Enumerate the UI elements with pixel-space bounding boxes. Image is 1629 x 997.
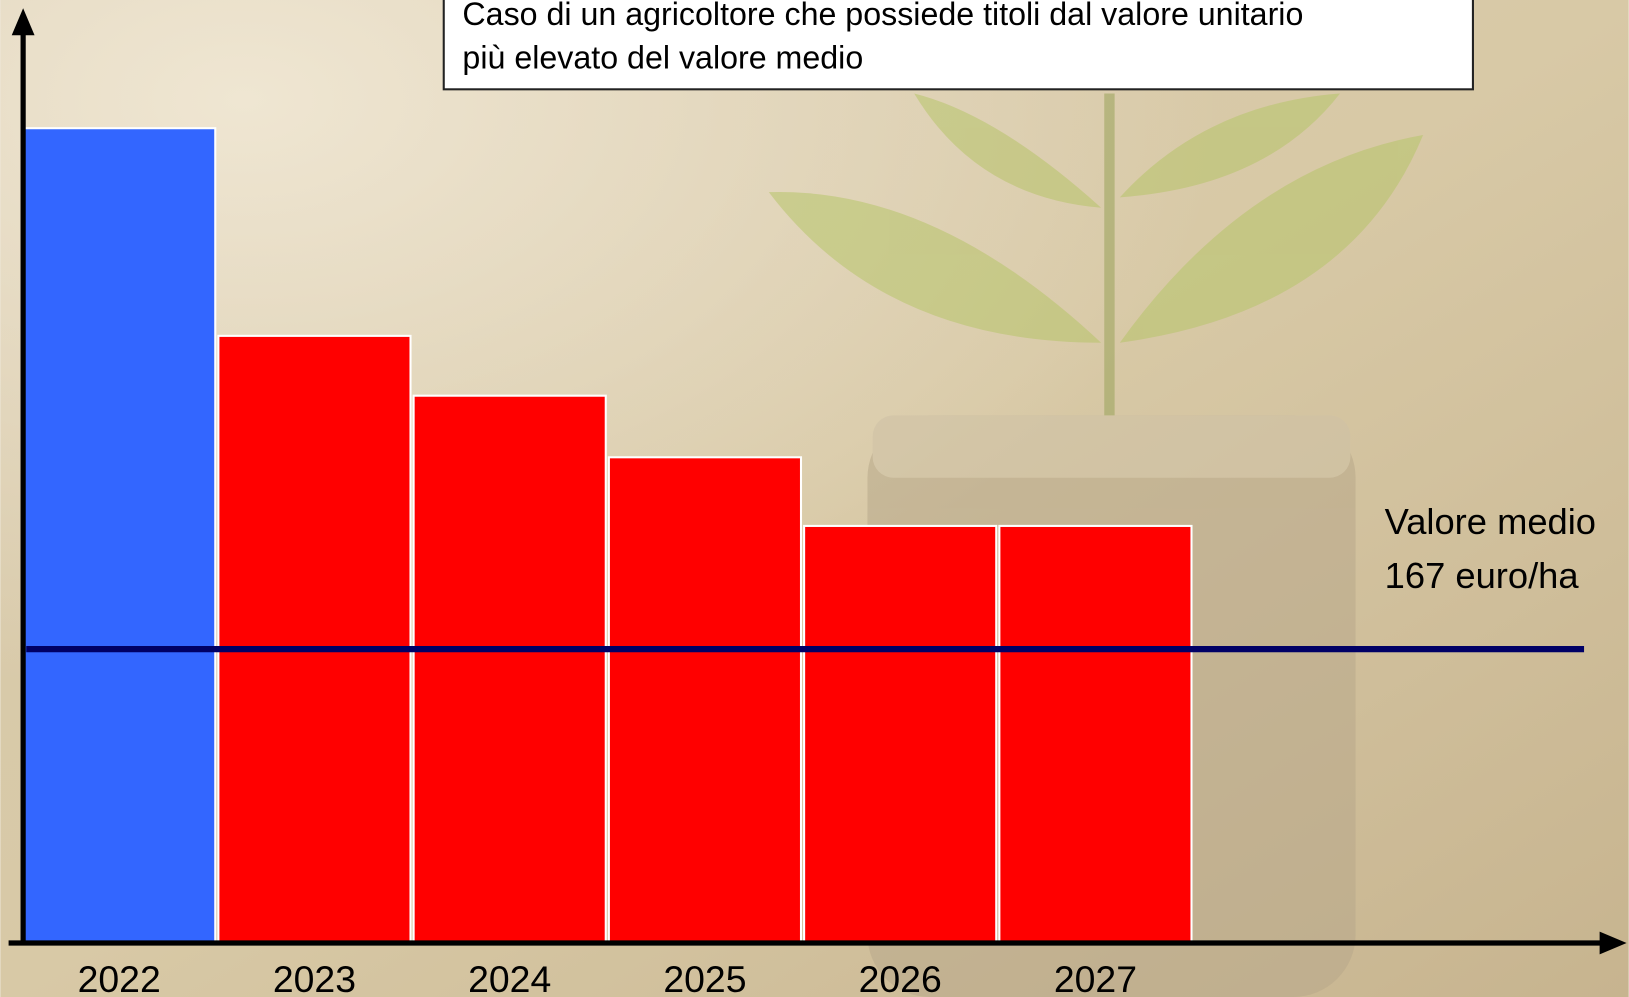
x-axis-arrow bbox=[1599, 931, 1627, 955]
x-tick-label: 2025 bbox=[663, 958, 746, 997]
bar bbox=[803, 524, 998, 945]
x-tick-label: 2027 bbox=[1054, 958, 1137, 997]
x-tick-label: 2023 bbox=[273, 958, 356, 997]
reference-label: 167 euro/ha bbox=[1385, 555, 1580, 596]
bar bbox=[607, 456, 803, 945]
bar bbox=[412, 394, 607, 945]
chart-title: più elevato del valore medio bbox=[462, 40, 863, 76]
chart-title: Caso di un agricoltore che possiede tito… bbox=[462, 0, 1303, 32]
title-box bbox=[442, 0, 1474, 91]
x-tick-label: 2022 bbox=[78, 958, 161, 997]
bar bbox=[217, 334, 412, 945]
reference-label: Valore medio bbox=[1385, 501, 1596, 542]
y-axis-arrow bbox=[11, 8, 35, 36]
bar bbox=[22, 127, 217, 945]
x-tick-label: 2024 bbox=[468, 958, 551, 997]
x-tick-label: 2026 bbox=[859, 958, 942, 997]
bar bbox=[998, 524, 1193, 945]
